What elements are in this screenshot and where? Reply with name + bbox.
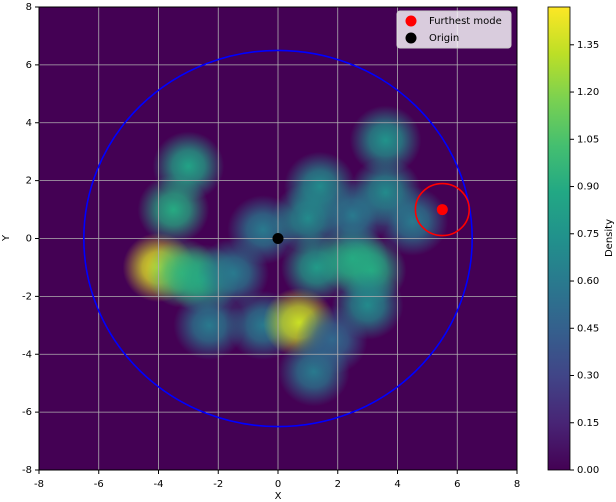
legend-box (396, 10, 512, 49)
point (436, 204, 448, 216)
legend-label: Furthest mode (429, 16, 502, 27)
x-tick-label: -8 (34, 479, 44, 490)
x-tick-label: -4 (154, 479, 164, 490)
legend-marker (405, 15, 417, 27)
x-tick-label: -2 (213, 479, 223, 490)
x-axis-label: X (275, 491, 282, 502)
x-tick-label: 0 (275, 479, 281, 490)
circle (83, 49, 473, 428)
legend-label: Origin (429, 33, 459, 44)
colorbar-tick-label: 0.45 (577, 323, 599, 334)
y-tick-label: -4 (22, 349, 32, 360)
y-tick-label: 8 (26, 2, 32, 13)
x-tick-label: 2 (335, 479, 341, 490)
x-tick-label: 8 (514, 479, 520, 490)
colorbar-tick-label: 1.20 (577, 87, 599, 98)
density-mode (295, 305, 368, 375)
y-tick-label: -2 (22, 291, 32, 302)
colorbar-tick-label: 0.00 (577, 465, 599, 476)
density-mode (137, 174, 210, 245)
circle (414, 182, 470, 237)
colorbar-tick-label: 1.05 (577, 134, 599, 145)
x-tick-label: -6 (94, 479, 104, 490)
colorbar (547, 6, 571, 471)
y-axis-label: Y (1, 234, 12, 242)
colorbar-tick-label: 0.90 (577, 182, 599, 193)
y-tick-label: -6 (22, 407, 32, 418)
point (272, 233, 284, 244)
x-tick-label: 6 (454, 479, 460, 490)
y-tick-label: 0 (26, 234, 32, 245)
colorbar-tick-label: 0.60 (577, 276, 599, 287)
y-tick-label: -8 (22, 465, 32, 476)
colorbar-tick-label: 1.35 (577, 40, 599, 51)
legend-marker (405, 32, 417, 44)
y-tick-label: 4 (26, 118, 32, 129)
y-tick-label: 6 (26, 60, 32, 71)
colorbar-tick-label: 0.30 (577, 371, 599, 382)
y-tick-label: 2 (26, 176, 32, 187)
density-mode (173, 290, 246, 361)
x-tick-label: 4 (394, 479, 400, 490)
colorbar-label: Density (604, 219, 615, 257)
colorbar-tick-label: 0.15 (577, 418, 599, 429)
colorbar-tick-label: 0.75 (577, 229, 599, 240)
density-mode (316, 180, 389, 251)
density-mode (376, 186, 449, 256)
plot-frame (38, 6, 518, 471)
